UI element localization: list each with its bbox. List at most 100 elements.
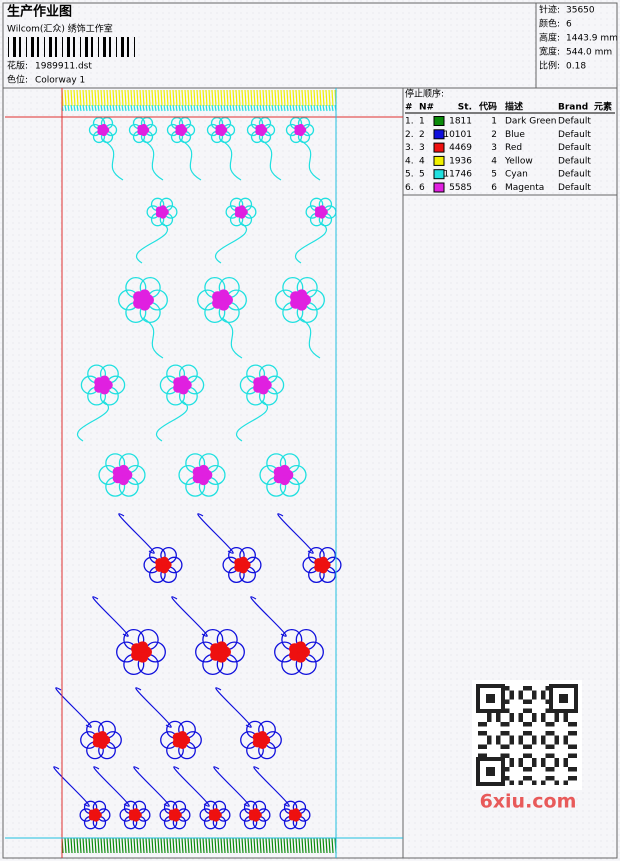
stitch xyxy=(196,104,199,112)
stitch xyxy=(118,89,121,107)
stitch xyxy=(160,104,163,112)
vine xyxy=(235,400,269,442)
qr-cell xyxy=(572,753,577,758)
stitch xyxy=(85,89,88,107)
core xyxy=(99,375,110,386)
color-swatch xyxy=(433,129,445,140)
cell: 3 xyxy=(491,143,497,153)
stitch xyxy=(325,104,328,112)
qr-cell xyxy=(487,740,492,745)
stitch xyxy=(295,837,298,854)
qr-cell xyxy=(568,776,573,781)
stitch xyxy=(307,837,310,854)
stitch xyxy=(64,104,67,112)
qr-finder xyxy=(486,694,495,703)
watermark: 6xiu.com xyxy=(480,791,577,813)
stitch xyxy=(145,837,148,854)
stitch xyxy=(133,89,136,107)
vine xyxy=(260,139,282,181)
vine xyxy=(102,139,124,181)
stitch xyxy=(292,837,295,854)
bar xyxy=(109,37,111,57)
stitch xyxy=(73,104,76,112)
qr-cell xyxy=(509,780,514,785)
stitch xyxy=(274,837,277,854)
stitch xyxy=(310,837,313,854)
qr-cell xyxy=(568,753,573,758)
qr-cell xyxy=(532,735,537,740)
stitch xyxy=(271,837,274,854)
stitch xyxy=(94,104,97,112)
bar xyxy=(127,37,129,57)
qr-cell xyxy=(541,740,546,745)
stitch xyxy=(64,837,67,854)
qr-cell xyxy=(496,735,501,740)
stitch xyxy=(76,104,79,112)
stitch xyxy=(244,89,247,107)
bar xyxy=(62,37,63,57)
stitch xyxy=(199,104,202,112)
cell: Dark Green xyxy=(505,117,556,127)
info-label: 高度: xyxy=(539,32,560,44)
stitch xyxy=(307,104,310,112)
stitch xyxy=(265,104,268,112)
stitch xyxy=(142,837,145,854)
stitch xyxy=(286,104,289,112)
stitch xyxy=(139,837,142,854)
stitch xyxy=(100,89,103,107)
cell: 6. xyxy=(405,183,414,193)
stitch xyxy=(211,104,214,112)
stitch xyxy=(94,89,97,107)
stitch xyxy=(316,104,319,112)
cell: 1936 xyxy=(449,156,472,166)
vine xyxy=(250,596,287,637)
stitch xyxy=(163,104,166,112)
stitch xyxy=(73,837,76,854)
vine xyxy=(55,687,92,728)
qr-cell xyxy=(518,690,523,695)
vine xyxy=(221,317,243,359)
stitch xyxy=(100,104,103,112)
qr-cell xyxy=(509,717,514,722)
stitch xyxy=(322,89,325,107)
core xyxy=(132,808,140,816)
stitch xyxy=(238,104,241,112)
core xyxy=(92,808,100,816)
stitch xyxy=(250,89,253,107)
stitch xyxy=(178,89,181,107)
cell: 1 xyxy=(419,117,425,127)
stitch xyxy=(205,837,208,854)
qr-cell xyxy=(527,731,532,736)
stitch xyxy=(178,837,181,854)
cell: 10101 xyxy=(443,130,472,140)
qr-cell xyxy=(509,762,514,767)
stitch xyxy=(229,837,232,854)
core xyxy=(297,123,305,131)
info-label: 颜色: xyxy=(539,18,560,30)
cell: 4 xyxy=(491,156,497,166)
stitch xyxy=(250,104,253,112)
stop-title: 停止顺序: xyxy=(405,88,444,100)
stitch xyxy=(196,89,199,107)
stitch xyxy=(328,104,331,112)
stitch xyxy=(145,104,148,112)
stitch xyxy=(220,837,223,854)
stitch xyxy=(94,837,97,854)
stitch xyxy=(85,837,88,854)
qr-cell xyxy=(500,744,505,749)
stitch xyxy=(277,837,280,854)
stitch xyxy=(115,89,118,107)
bar xyxy=(67,37,70,57)
qr-cell xyxy=(532,780,537,785)
qr-cell xyxy=(545,731,550,736)
stitch xyxy=(79,104,82,112)
stitch xyxy=(88,837,91,854)
qr-cell xyxy=(496,717,501,722)
stitch xyxy=(136,837,139,854)
qr-cell xyxy=(496,740,501,745)
column-header: # xyxy=(405,103,413,113)
stitch xyxy=(163,89,166,107)
stitch xyxy=(214,104,217,112)
qr-cell xyxy=(518,780,523,785)
